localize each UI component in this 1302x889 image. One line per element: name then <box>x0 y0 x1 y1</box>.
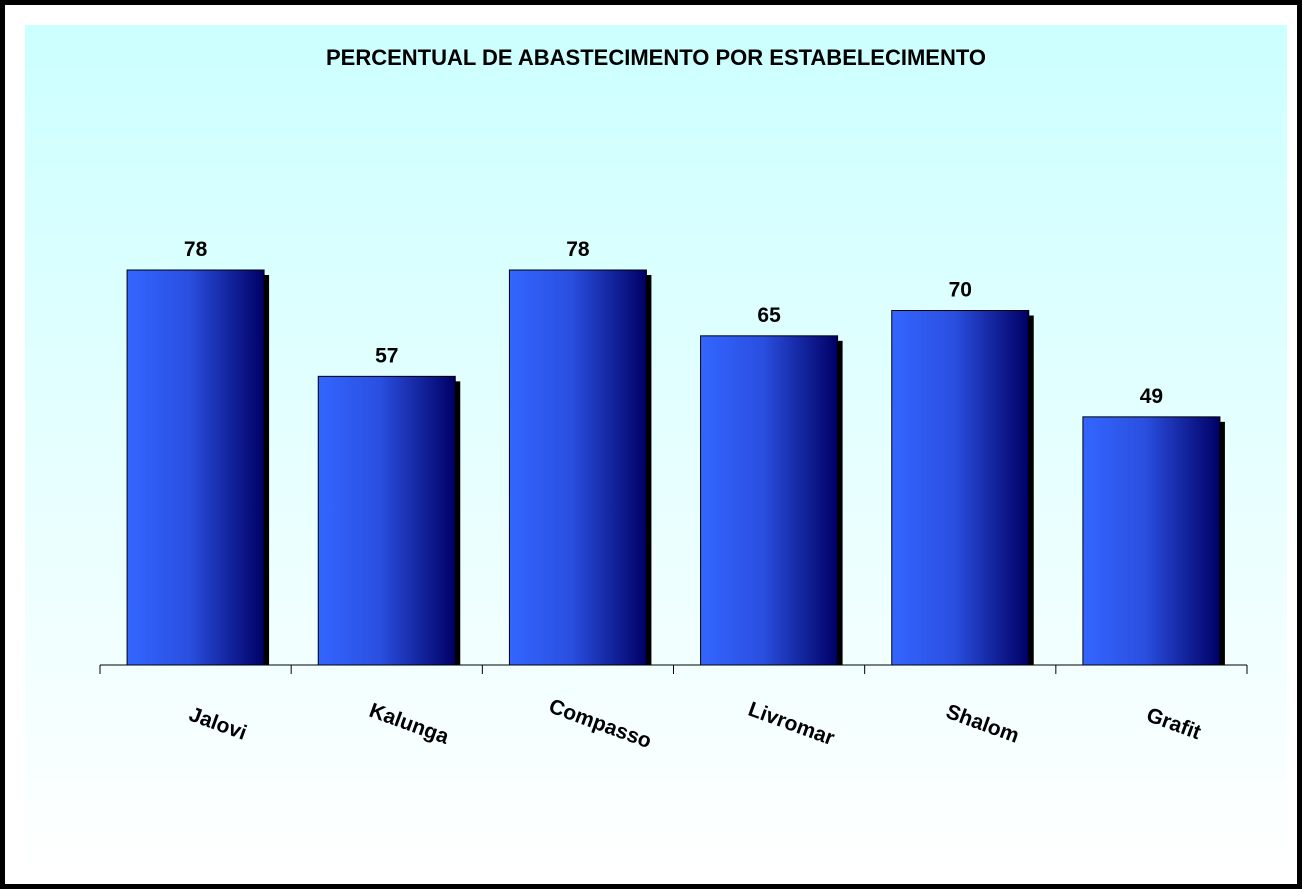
bar-compasso <box>508 269 647 666</box>
value-label: 49 <box>1140 385 1163 408</box>
chart-area: PERCENTUAL DE ABASTECIMENTO POR ESTABELE… <box>25 25 1287 874</box>
bar-chart: PERCENTUAL DE ABASTECIMENTO POR ESTABELE… <box>25 25 1287 874</box>
chart-title: PERCENTUAL DE ABASTECIMENTO POR ESTABELE… <box>326 45 986 70</box>
value-label: 70 <box>949 279 972 302</box>
bar-shalom <box>891 310 1030 666</box>
value-label: 57 <box>375 344 398 367</box>
value-labels-layer: 78 57 78 65 70 49 <box>184 238 1163 408</box>
value-label: 78 <box>566 238 590 261</box>
bar-livromar <box>700 335 839 666</box>
bar-kalunga <box>317 375 456 666</box>
bars-layer <box>126 269 1225 666</box>
value-label: 78 <box>184 238 208 261</box>
bar-jalovi <box>126 269 265 666</box>
value-label: 65 <box>757 304 781 327</box>
bar-grafit <box>1082 416 1221 666</box>
x-axis <box>99 664 1248 674</box>
